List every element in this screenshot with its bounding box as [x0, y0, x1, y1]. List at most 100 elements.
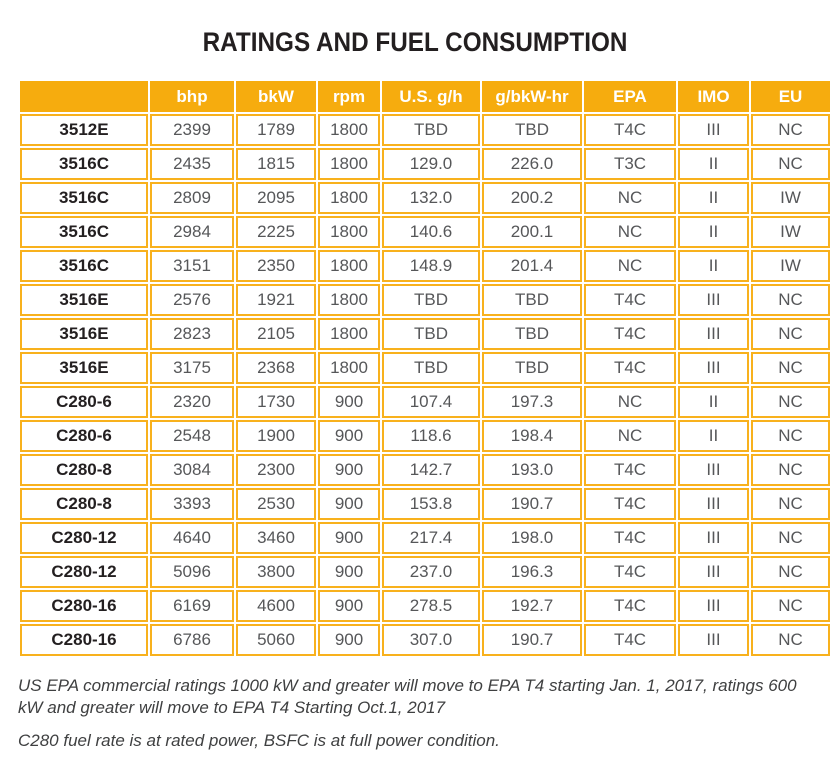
table-row: C280-12 5096 3800 900 237.0 196.3 T4C III NC	[20, 556, 830, 588]
value-cell: III	[678, 284, 749, 316]
value-cell: NC	[751, 284, 830, 316]
table-body: 3512E 2399 1789 1800 TBD TBD T4C III NC 3516C 2435…	[20, 114, 830, 656]
value-cell: 196.3	[482, 556, 582, 588]
value-cell: 900	[318, 386, 380, 418]
value-cell: II	[678, 216, 749, 248]
value-cell: TBD	[382, 114, 480, 146]
value-cell: 1921	[236, 284, 316, 316]
table-row: C280-8 3393 2530 900 153.8 190.7 T4C III NC	[20, 488, 830, 520]
value-cell: 2368	[236, 352, 316, 384]
value-cell: II	[678, 420, 749, 452]
value-cell: 2095	[236, 182, 316, 214]
value-cell: 278.5	[382, 590, 480, 622]
value-cell: 900	[318, 420, 380, 452]
value-cell: 2809	[150, 182, 234, 214]
value-cell: 190.7	[482, 488, 582, 520]
value-cell: T4C	[584, 556, 676, 588]
value-cell: 3460	[236, 522, 316, 554]
value-cell: NC	[751, 386, 830, 418]
value-cell: 1800	[318, 148, 380, 180]
value-cell: NC	[584, 250, 676, 282]
value-cell: 190.7	[482, 624, 582, 656]
value-cell: 307.0	[382, 624, 480, 656]
header-cell-u-s-g-h: U.S. g/h	[382, 81, 480, 112]
value-cell: II	[678, 386, 749, 418]
model-cell: 3516C	[20, 182, 148, 214]
value-cell: 2435	[150, 148, 234, 180]
value-cell: IW	[751, 250, 830, 282]
table-row: 3516E 2576 1921 1800 TBD TBD T4C III NC	[20, 284, 830, 316]
value-cell: 1800	[318, 250, 380, 282]
model-cell: 3516C	[20, 250, 148, 282]
header-cell-model	[20, 81, 148, 112]
header-cell-eu: EU	[751, 81, 830, 112]
header-cell-bkw: bkW	[236, 81, 316, 112]
value-cell: NC	[751, 114, 830, 146]
value-cell: NC	[751, 420, 830, 452]
header-cell-epa: EPA	[584, 81, 676, 112]
model-cell: 3512E	[20, 114, 148, 146]
value-cell: T4C	[584, 318, 676, 350]
model-cell: C280-16	[20, 590, 148, 622]
table-row: 3516C 2984 2225 1800 140.6 200.1 NC II IW	[20, 216, 830, 248]
value-cell: 2576	[150, 284, 234, 316]
value-cell: NC	[751, 318, 830, 350]
value-cell: 148.9	[382, 250, 480, 282]
model-cell: C280-6	[20, 386, 148, 418]
value-cell: 192.7	[482, 590, 582, 622]
value-cell: T4C	[584, 488, 676, 520]
value-cell: 2530	[236, 488, 316, 520]
header-cell-g-bkw-hr: g/bkW-hr	[482, 81, 582, 112]
table-row: C280-6 2548 1900 900 118.6 198.4 NC II NC	[20, 420, 830, 452]
header-cell-bhp: bhp	[150, 81, 234, 112]
table-row: 3516C 2809 2095 1800 132.0 200.2 NC II IW	[20, 182, 830, 214]
table-row: C280-12 4640 3460 900 217.4 198.0 T4C III NC	[20, 522, 830, 554]
value-cell: 4640	[150, 522, 234, 554]
value-cell: III	[678, 318, 749, 350]
value-cell: 129.0	[382, 148, 480, 180]
value-cell: 900	[318, 454, 380, 486]
value-cell: 197.3	[482, 386, 582, 418]
model-cell: C280-12	[20, 556, 148, 588]
value-cell: 107.4	[382, 386, 480, 418]
table-row: 3512E 2399 1789 1800 TBD TBD T4C III NC	[20, 114, 830, 146]
model-cell: C280-12	[20, 522, 148, 554]
value-cell: TBD	[382, 352, 480, 384]
value-cell: III	[678, 522, 749, 554]
value-cell: 237.0	[382, 556, 480, 588]
value-cell: 1800	[318, 352, 380, 384]
value-cell: T4C	[584, 522, 676, 554]
value-cell: 2548	[150, 420, 234, 452]
value-cell: 1815	[236, 148, 316, 180]
table-row: C280-16 6169 4600 900 278.5 192.7 T4C III NC	[20, 590, 830, 622]
value-cell: 3175	[150, 352, 234, 384]
value-cell: 900	[318, 522, 380, 554]
value-cell: 3800	[236, 556, 316, 588]
value-cell: II	[678, 148, 749, 180]
value-cell: 193.0	[482, 454, 582, 486]
value-cell: 142.7	[382, 454, 480, 486]
value-cell: 1789	[236, 114, 316, 146]
value-cell: 140.6	[382, 216, 480, 248]
value-cell: T4C	[584, 454, 676, 486]
value-cell: 1800	[318, 182, 380, 214]
value-cell: 3393	[150, 488, 234, 520]
value-cell: 153.8	[382, 488, 480, 520]
value-cell: TBD	[482, 284, 582, 316]
ratings-table: bhp bkW rpm U.S. g/h g/bkW-hr EPA IMO EU 3512E 2…	[18, 79, 830, 658]
value-cell: II	[678, 250, 749, 282]
value-cell: III	[678, 352, 749, 384]
value-cell: NC	[751, 488, 830, 520]
value-cell: III	[678, 556, 749, 588]
value-cell: 217.4	[382, 522, 480, 554]
value-cell: 900	[318, 590, 380, 622]
value-cell: T3C	[584, 148, 676, 180]
footnote-c280-fuel-rate: C280 fuel rate is at rated power, BSFC i…	[18, 731, 500, 751]
value-cell: 1900	[236, 420, 316, 452]
value-cell: III	[678, 114, 749, 146]
model-cell: C280-16	[20, 624, 148, 656]
value-cell: TBD	[382, 284, 480, 316]
value-cell: 5096	[150, 556, 234, 588]
value-cell: NC	[751, 624, 830, 656]
value-cell: 198.4	[482, 420, 582, 452]
